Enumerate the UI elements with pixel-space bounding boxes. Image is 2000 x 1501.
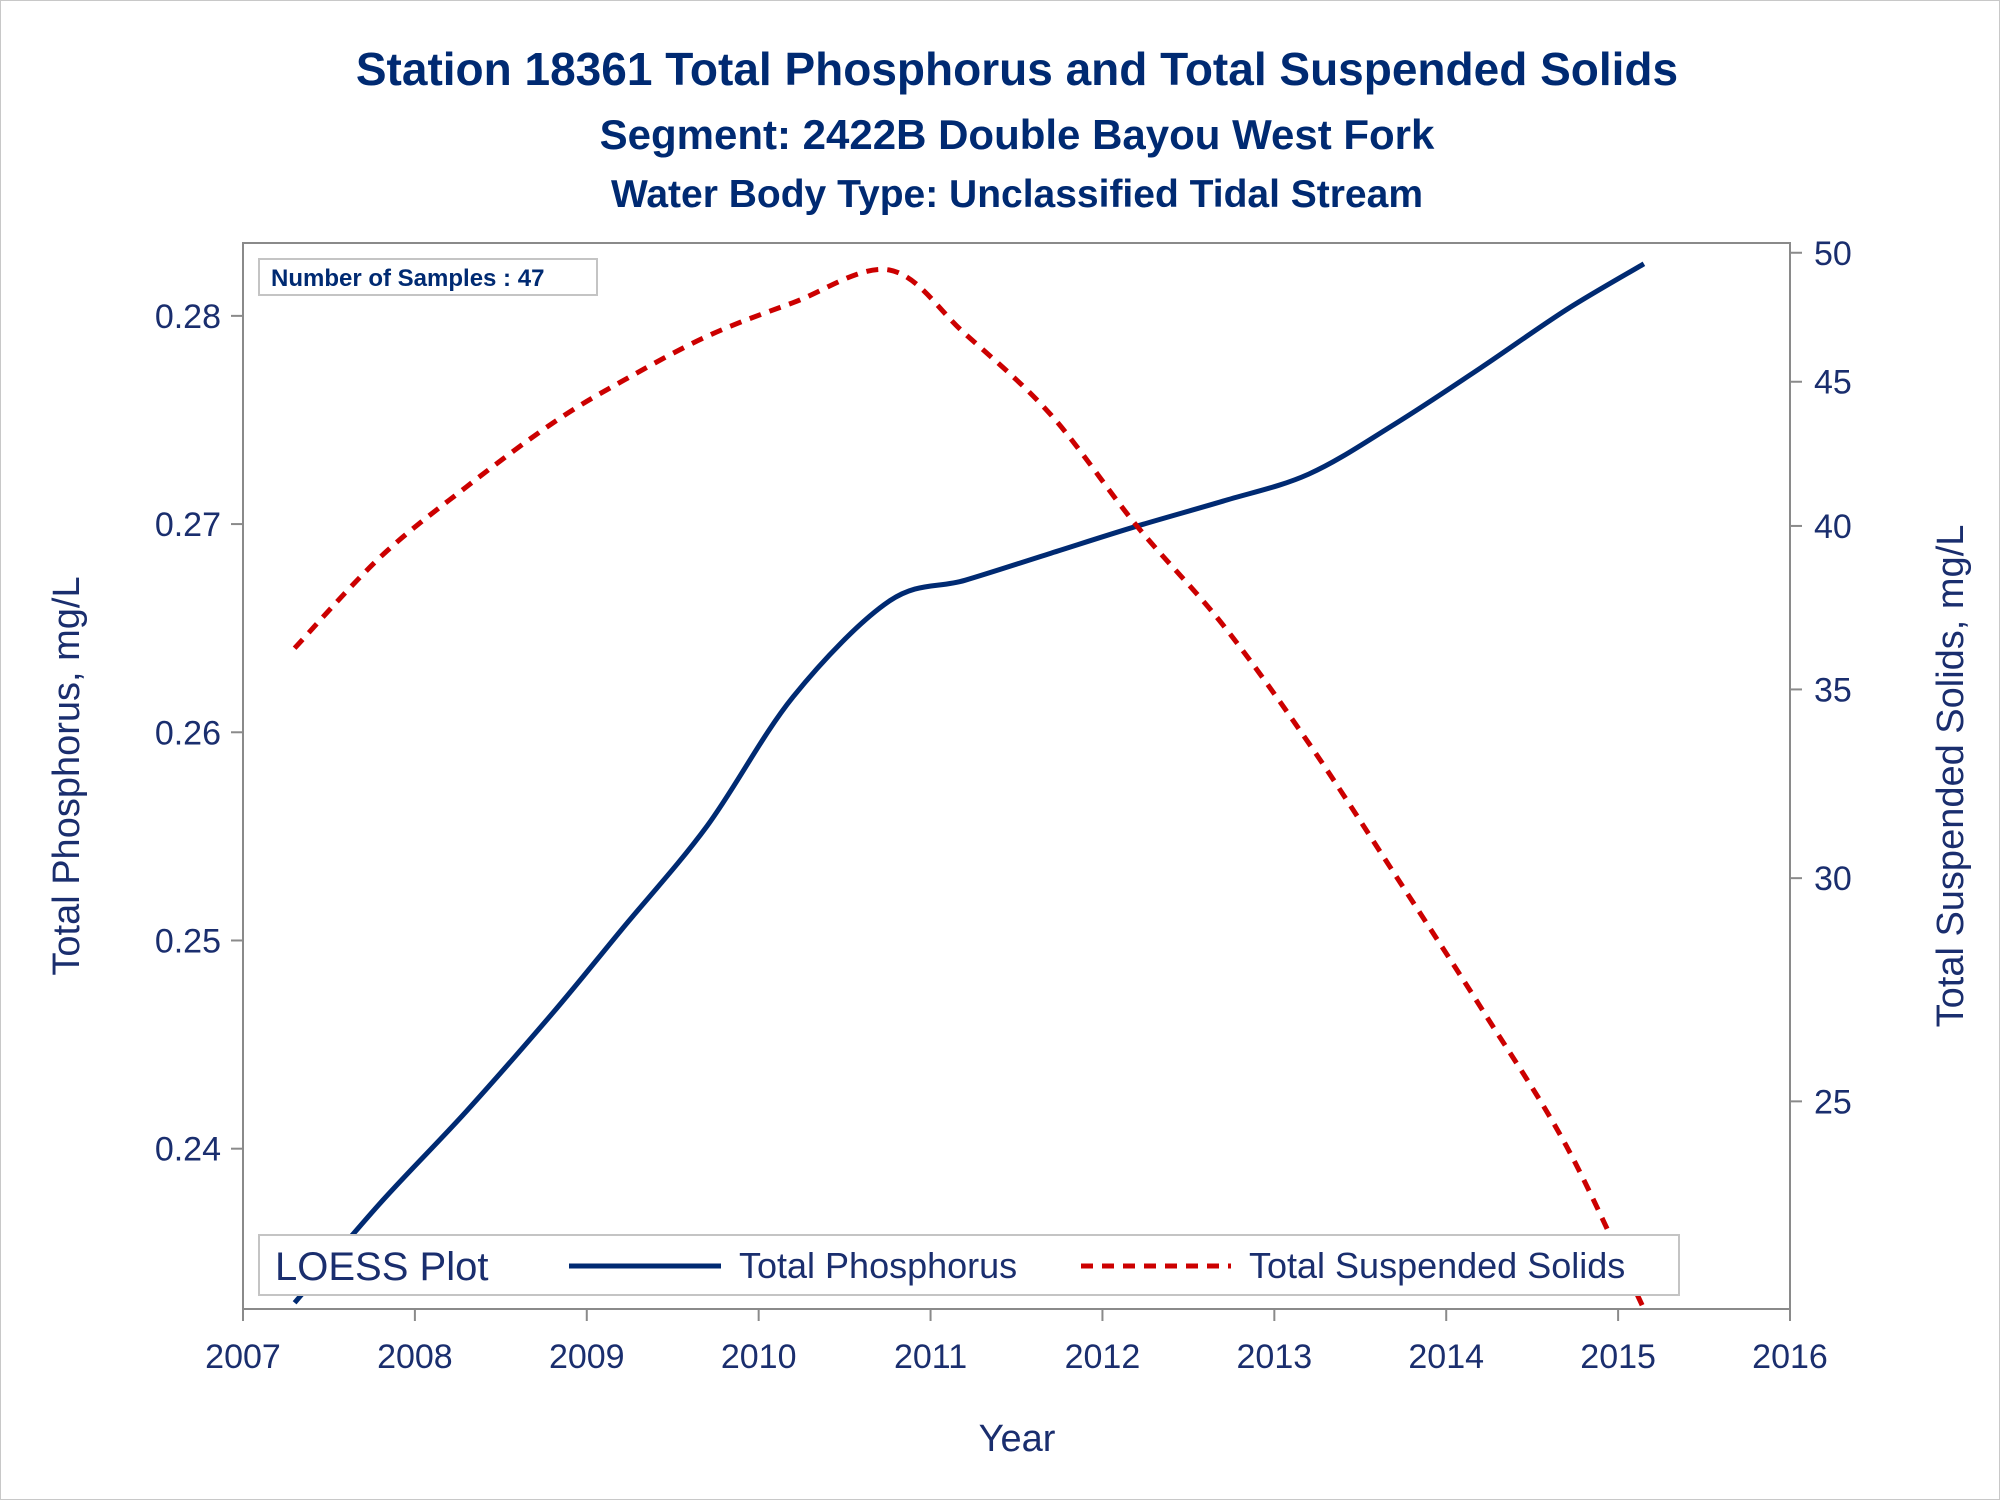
legend-box xyxy=(258,1234,1680,1296)
y2-axis-label: Total Suspended Solids, mg/L xyxy=(1930,525,1972,1028)
y-axis-left: 0.24 0.25 0.26 0.27 0.28 xyxy=(155,298,243,1169)
legend-entry-total-phosphorus: Total Phosphorus xyxy=(739,1245,1017,1286)
y-tick-label: 0.26 xyxy=(155,714,221,752)
y-tick-label: 0.28 xyxy=(155,298,221,336)
series-line-total-phosphorus xyxy=(292,261,1646,1305)
chart-subtitle-2: Water Body Type: Unclassified Tidal Stre… xyxy=(611,173,1423,216)
x-tick-label: 2011 xyxy=(894,1338,967,1376)
x-tick-label: 2010 xyxy=(721,1338,797,1376)
x-tick-label: 2012 xyxy=(1065,1338,1141,1376)
plot-area xyxy=(242,242,1791,1310)
y2-tick-label: 45 xyxy=(1814,364,1852,402)
chart-title: Station 18361 Total Phosphorus and Total… xyxy=(356,43,1678,95)
x-tick-label: 2014 xyxy=(1408,1338,1484,1376)
x-tick-label: 2007 xyxy=(205,1338,281,1376)
x-tick-label: 2009 xyxy=(549,1338,625,1376)
sample-count-box xyxy=(258,258,598,296)
y-axis-right: 25 30 35 40 45 50 xyxy=(1790,235,1852,1121)
y2-tick-label: 35 xyxy=(1814,671,1852,709)
y2-tick-label: 30 xyxy=(1814,860,1852,898)
series-line-total-suspended-solids xyxy=(292,266,1647,1311)
legend-title: LOESS Plot xyxy=(275,1245,488,1289)
x-tick-label: 2015 xyxy=(1580,1338,1656,1376)
y-tick-label: 0.27 xyxy=(155,506,221,544)
y2-tick-label: 40 xyxy=(1814,508,1852,546)
x-tick-label: 2013 xyxy=(1237,1338,1313,1376)
x-tick-label: 2008 xyxy=(377,1338,453,1376)
series-lines xyxy=(292,261,1647,1311)
sample-count-text: Number of Samples : 47 xyxy=(271,265,544,292)
y2-tick-label: 50 xyxy=(1814,235,1852,273)
chart-subtitle: Segment: 2422B Double Bayou West Fork xyxy=(600,111,1435,158)
y-tick-label: 0.24 xyxy=(155,1131,221,1169)
x-axis: 2007 2008 2009 2010 2011 2012 2013 2014 2015 2016 xyxy=(205,1309,1828,1376)
x-axis-label: Year xyxy=(979,1418,1056,1460)
y-axis-label: Total Phosphorus, mg/L xyxy=(46,576,88,975)
y-tick-label: 0.25 xyxy=(155,922,221,960)
x-tick-label: 2016 xyxy=(1752,1338,1828,1376)
legend-entry-total-suspended-solids: Total Suspended Solids xyxy=(1249,1245,1625,1286)
y2-tick-label: 25 xyxy=(1814,1083,1852,1121)
